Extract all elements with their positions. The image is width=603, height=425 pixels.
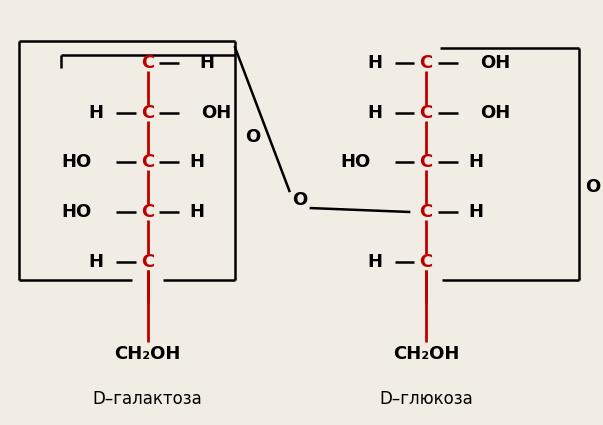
Text: C: C <box>420 104 433 122</box>
Text: H: H <box>189 153 204 171</box>
Text: C: C <box>420 203 433 221</box>
Text: OH: OH <box>480 104 511 122</box>
Text: C: C <box>141 104 154 122</box>
Text: H: H <box>468 203 483 221</box>
Text: H: H <box>367 253 382 271</box>
Text: HO: HO <box>62 203 92 221</box>
Text: C: C <box>420 54 433 72</box>
Text: H: H <box>468 153 483 171</box>
Text: CH₂OH: CH₂OH <box>393 345 459 363</box>
Text: OH: OH <box>201 104 232 122</box>
Text: C: C <box>141 54 154 72</box>
Text: H: H <box>189 203 204 221</box>
Text: H: H <box>367 54 382 72</box>
Text: H: H <box>367 104 382 122</box>
Text: C: C <box>141 153 154 171</box>
Text: D–глюкоза: D–глюкоза <box>379 390 473 408</box>
Text: C: C <box>141 253 154 271</box>
Text: H: H <box>89 253 104 271</box>
Text: D–галактоза: D–галактоза <box>93 390 203 408</box>
Text: O: O <box>292 191 308 209</box>
Text: O: O <box>586 178 601 196</box>
Text: C: C <box>141 203 154 221</box>
Text: C: C <box>420 253 433 271</box>
Text: HO: HO <box>340 153 370 171</box>
Text: H: H <box>89 104 104 122</box>
Text: H: H <box>200 54 215 72</box>
Text: CH₂OH: CH₂OH <box>115 345 181 363</box>
Text: O: O <box>245 128 260 147</box>
Text: HO: HO <box>62 153 92 171</box>
Text: OH: OH <box>480 54 511 72</box>
Text: C: C <box>420 153 433 171</box>
